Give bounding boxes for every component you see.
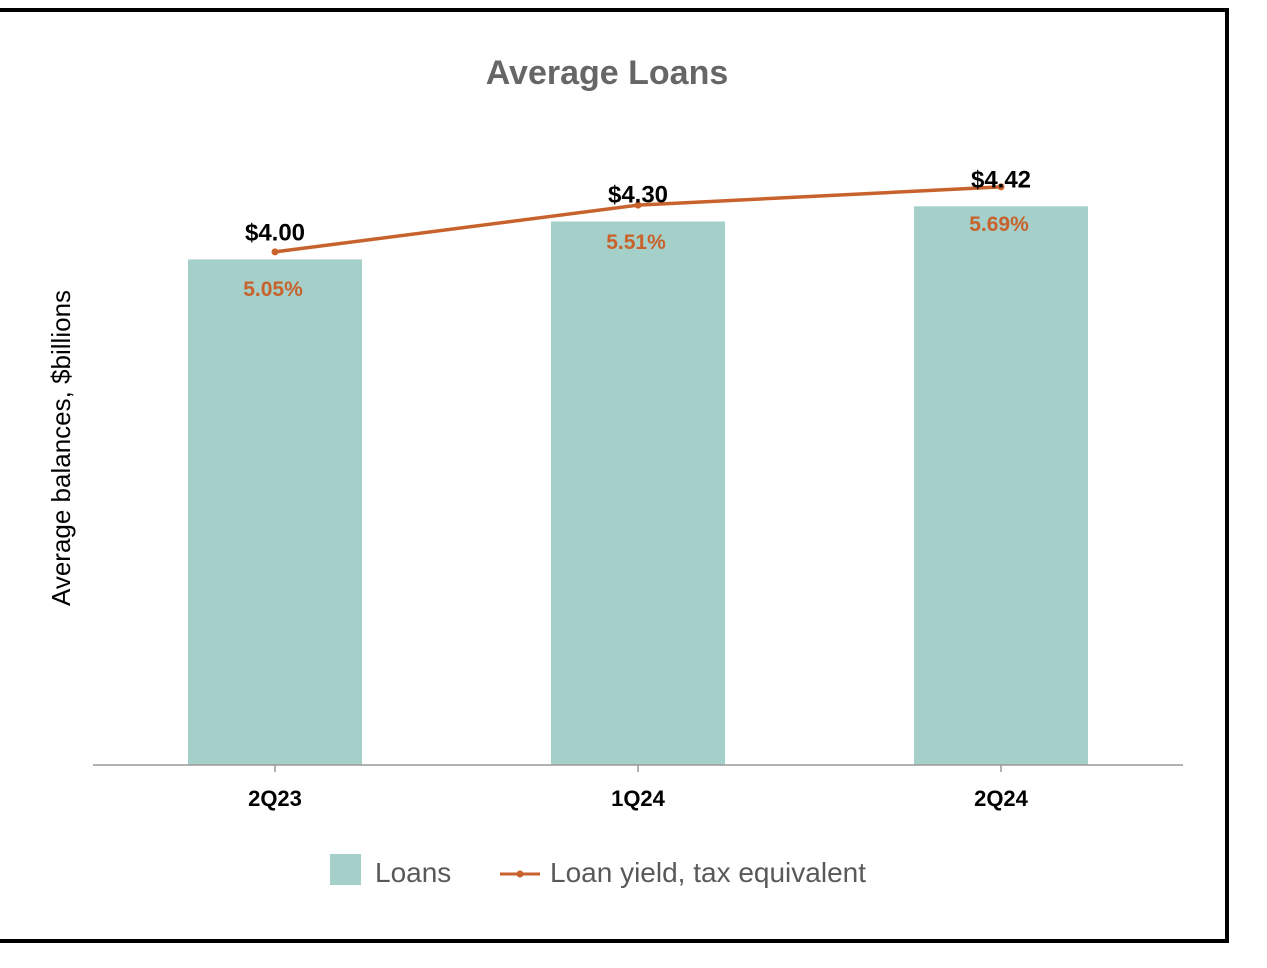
line-value-label-2q23: 5.05% xyxy=(243,278,303,301)
labels-layer: $4.00 $4.30 $4.42 5.05% 5.51% 5.69% xyxy=(243,166,1031,301)
bar-value-label-2q24: $4.42 xyxy=(971,166,1031,193)
bar-value-label-1q24: $4.30 xyxy=(608,181,668,208)
x-tick-label-2q23: 2Q23 xyxy=(248,786,302,811)
loan-yield-point-2q24 xyxy=(997,183,1005,191)
legend-swatch-loan-yield-marker xyxy=(516,870,524,878)
bar-value-label-2q23: $4.00 xyxy=(245,219,305,246)
x-tick-label-1q24: 1Q24 xyxy=(611,786,666,811)
bar-2q23 xyxy=(188,259,362,765)
bar-1q24 xyxy=(551,221,725,766)
line-layer xyxy=(271,183,1005,256)
bars-layer xyxy=(188,206,1088,766)
chart-title: Average Loans xyxy=(486,54,729,92)
y-axis-title: Average balances, $billions xyxy=(46,290,76,606)
x-tick-label-2q24: 2Q24 xyxy=(974,786,1029,811)
legend-label-loan-yield: Loan yield, tax equivalent xyxy=(550,857,866,888)
line-value-label-2q24: 5.69% xyxy=(969,213,1029,236)
loan-yield-point-1q24 xyxy=(634,201,642,209)
bar-2q24 xyxy=(914,206,1088,765)
legend-swatch-loans xyxy=(330,854,361,885)
line-value-label-1q24: 5.51% xyxy=(606,231,666,254)
ticks-layer: 2Q23 1Q24 2Q24 xyxy=(248,765,1029,811)
legend: Loans Loan yield, tax equivalent xyxy=(330,854,866,888)
loan-yield-point-2q23 xyxy=(271,248,279,256)
chart-frame xyxy=(0,8,1229,943)
legend-label-loans: Loans xyxy=(375,857,451,888)
